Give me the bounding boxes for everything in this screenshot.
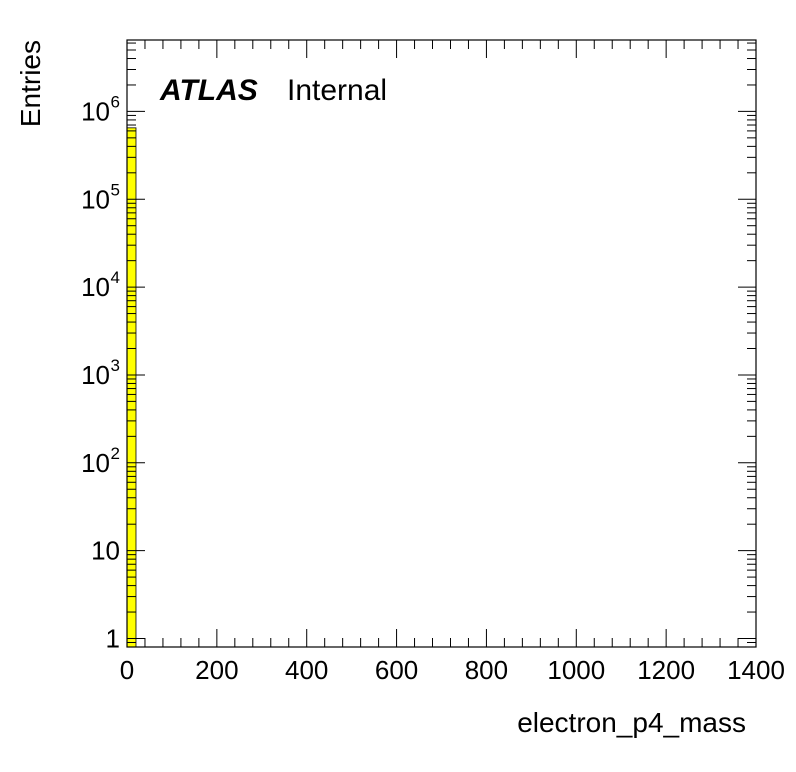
histogram-bar-0 [126,127,137,648]
y-tick-label-exponent: 6 [111,92,120,111]
y-tick-label: 10 [81,448,110,478]
x-tick-labels: 0 200 400 600 800 1000 1200 1400 [120,655,785,685]
y-tick-label: 1 [106,623,120,653]
axis-ticks [126,40,757,648]
histogram-bars [126,127,137,648]
x-tick-label: 400 [285,655,328,685]
y-tick-label-exponent: 3 [111,356,120,375]
x-tick-label: 1400 [727,655,785,685]
x-tick-label: 0 [120,655,134,685]
status-label: Internal [287,74,387,107]
y-tick-label: 10 [81,272,110,302]
x-tick-label: 1200 [637,655,695,685]
y-tick-label: 10 [81,360,110,390]
x-tick-label: 800 [465,655,508,685]
y-tick-label: 10 [81,184,110,214]
x-tick-label: 600 [375,655,418,685]
y-tick-label: 10 [81,96,110,126]
y-tick-label-exponent: 4 [111,268,120,287]
y-axis-title: Entries [15,40,46,127]
x-axis-title: electron_p4_mass [517,707,746,738]
plot-frame [126,39,757,648]
x-tick-label: 200 [195,655,238,685]
x-tick-label: 1000 [547,655,605,685]
y-tick-label: 10 [91,536,120,566]
y-tick-label-exponent: 5 [111,180,120,199]
atlas-label: ATLAS [159,74,258,107]
y-tick-label-exponent: 2 [111,444,120,463]
